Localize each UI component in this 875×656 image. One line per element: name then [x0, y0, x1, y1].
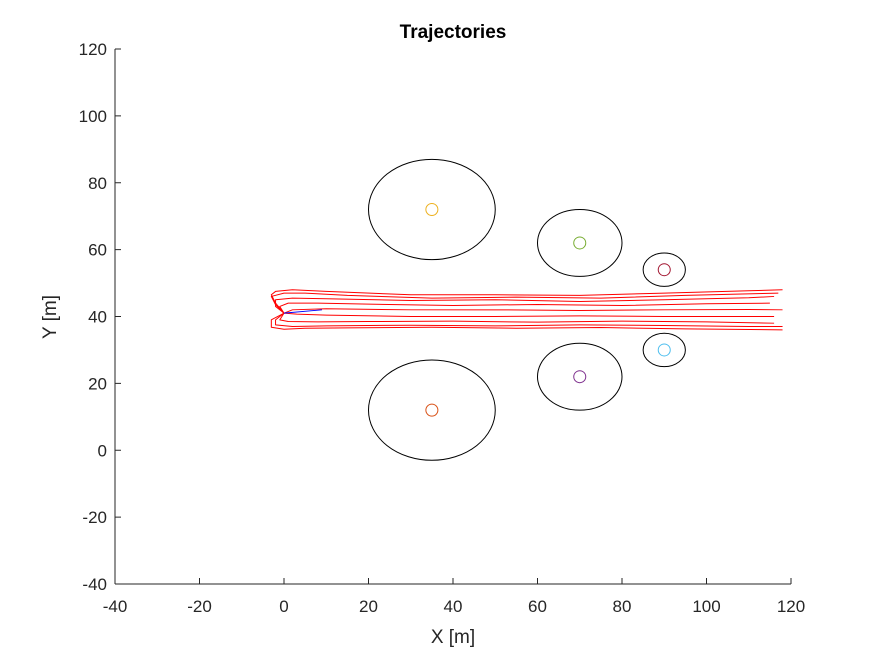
- chart-title: Trajectories: [400, 22, 507, 43]
- y-tick-label: 60: [88, 241, 107, 260]
- obstacle-safety-boundary: [642, 332, 686, 368]
- obstacle-safety-boundary: [368, 158, 496, 261]
- obstacle-safety-boundary: [642, 252, 686, 287]
- x-axis-ticks: -40 -20 0 20 40 60 80 100 120: [103, 578, 805, 616]
- y-tick-label: -40: [82, 575, 107, 594]
- x-tick-label: -40: [103, 597, 128, 616]
- axes: -40 -20 0 20 40 60 80 100 120 -40 -20 0 20 40 60 80 100…: [79, 40, 806, 616]
- start-segment-line: [283, 309, 323, 314]
- trajectories-group: [270, 289, 783, 331]
- trajectory-line: [279, 312, 775, 324]
- x-tick-label: -20: [187, 597, 212, 616]
- y-tick-label: 80: [88, 174, 107, 193]
- x-tick-label: 20: [359, 597, 378, 616]
- trajectory-line: [283, 308, 783, 314]
- y-tick-label: 100: [79, 107, 107, 126]
- trajectory-line: [283, 312, 775, 317]
- x-tick-label: 0: [279, 597, 288, 616]
- obstacle-safety-boundary: [537, 342, 623, 411]
- plot-area: [270, 158, 783, 461]
- obstacle-center-marker: [425, 403, 439, 417]
- obstacle-center-marker: [425, 203, 439, 216]
- trajectory-line: [270, 292, 779, 314]
- obstacle-center-marker: [573, 370, 587, 384]
- x-tick-label: 80: [613, 597, 632, 616]
- x-tick-label: 100: [692, 597, 720, 616]
- y-tick-label: 20: [88, 374, 107, 393]
- obstacle-center-marker: [657, 343, 671, 357]
- x-axis-title: X [m]: [431, 627, 475, 648]
- obstacle-center-marker: [657, 263, 671, 277]
- y-tick-label: 120: [79, 40, 107, 59]
- x-tick-label: 40: [444, 597, 463, 616]
- obstacles-group: [368, 158, 686, 461]
- trajectory-line: [270, 312, 783, 331]
- obstacle-center-marker: [573, 236, 587, 250]
- x-tick-label: 60: [528, 597, 547, 616]
- trajectory-line: [275, 312, 783, 328]
- x-tick-label: 120: [777, 597, 805, 616]
- obstacle-safety-boundary: [537, 209, 623, 277]
- trajectory-line: [275, 295, 775, 314]
- y-axis-ticks: -40 -20 0 20 40 60 80 100 120: [79, 40, 121, 594]
- y-tick-label: 0: [98, 441, 107, 460]
- obstacle-safety-boundary: [368, 359, 496, 461]
- start-segment-group: [283, 309, 323, 314]
- trajectory-line: [279, 302, 770, 314]
- y-tick-label: -20: [82, 508, 107, 527]
- y-axis-title: Y [m]: [40, 295, 61, 339]
- y-tick-label: 40: [88, 308, 107, 327]
